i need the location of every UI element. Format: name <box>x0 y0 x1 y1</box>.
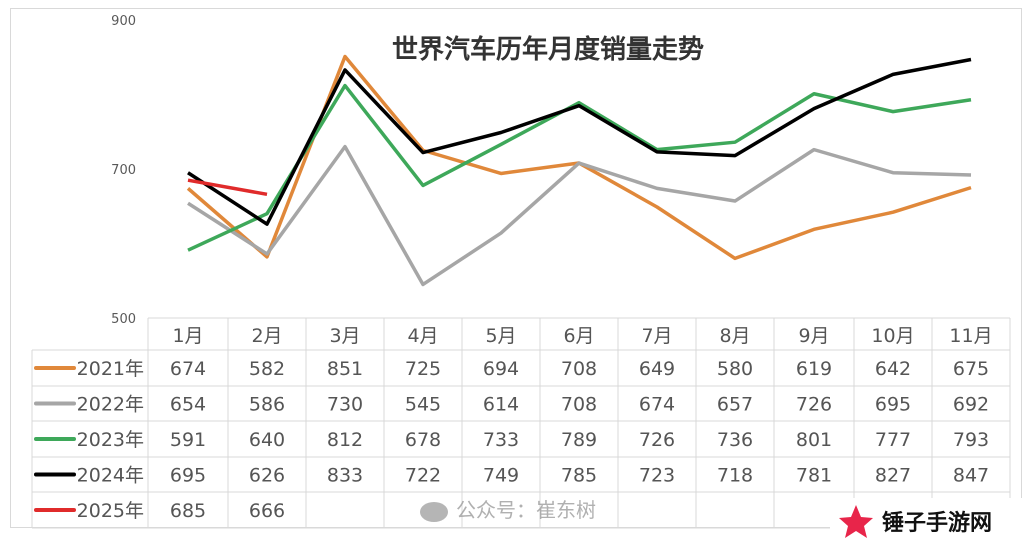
y-tick-label: 700 <box>111 163 136 178</box>
data-cell: 685 <box>170 500 206 522</box>
data-cell: 674 <box>170 358 206 380</box>
data-cell: 692 <box>953 394 989 416</box>
category-label: 8月 <box>719 325 750 347</box>
legend-label: 2022年 <box>77 394 144 416</box>
series-line-2022年 <box>187 144 972 287</box>
data-cell: 666 <box>249 500 285 522</box>
data-cell: 793 <box>953 429 989 451</box>
legend-label: 2023年 <box>77 429 144 451</box>
data-cell: 781 <box>796 465 832 487</box>
logo-text: 锤子手游网 <box>882 511 993 536</box>
data-cell: 736 <box>717 429 753 451</box>
legend-label: 2021年 <box>77 358 144 380</box>
data-cell: 640 <box>249 429 285 451</box>
data-cell: 654 <box>170 394 206 416</box>
data-cell: 586 <box>249 394 285 416</box>
watermark: 公众号：崔东树 <box>420 497 596 523</box>
category-label: 10月 <box>871 325 914 347</box>
category-label: 4月 <box>407 325 438 347</box>
star-logo-icon <box>839 505 873 538</box>
category-label: 11月 <box>949 325 992 347</box>
data-cell: 545 <box>405 394 441 416</box>
y-tick-label: 500 <box>111 312 136 327</box>
data-cell: 619 <box>796 358 832 380</box>
data-cell: 847 <box>953 465 989 487</box>
category-label: 9月 <box>798 325 829 347</box>
data-cell: 722 <box>405 465 441 487</box>
data-cell: 726 <box>639 429 675 451</box>
data-cell: 801 <box>796 429 832 451</box>
data-cell: 851 <box>327 358 363 380</box>
data-cell: 580 <box>717 358 753 380</box>
data-cell: 614 <box>483 394 519 416</box>
data-cell: 626 <box>249 465 285 487</box>
data-cell: 785 <box>561 465 597 487</box>
chart-title: 世界汽车历年月度销量走势 <box>392 34 704 65</box>
site-logo: 锤子手游网 <box>830 498 1034 544</box>
data-cell: 642 <box>875 358 911 380</box>
data-cell: 674 <box>639 394 675 416</box>
data-cell: 726 <box>796 394 832 416</box>
data-cell: 678 <box>405 429 441 451</box>
category-label: 5月 <box>485 325 516 347</box>
data-cell: 675 <box>953 358 989 380</box>
category-label: 6月 <box>563 325 594 347</box>
data-cell: 695 <box>875 394 911 416</box>
data-cell: 708 <box>561 358 597 380</box>
data-cell: 777 <box>875 429 911 451</box>
data-cell: 749 <box>483 465 519 487</box>
category-label: 1月 <box>172 325 203 347</box>
category-label: 7月 <box>641 325 672 347</box>
data-cell: 591 <box>170 429 206 451</box>
legend-label: 2024年 <box>77 465 144 487</box>
data-cell: 733 <box>483 429 519 451</box>
wechat-icon <box>420 501 448 522</box>
watermark-text: 公众号：崔东树 <box>456 498 596 522</box>
series-line-2023年 <box>187 83 972 252</box>
data-cell: 657 <box>717 394 753 416</box>
data-cell: 827 <box>875 465 911 487</box>
series-line-2024年 <box>187 57 972 226</box>
data-cell: 708 <box>561 394 597 416</box>
data-cell: 695 <box>170 465 206 487</box>
data-cell: 833 <box>327 465 363 487</box>
series-line-2025年 <box>187 178 268 197</box>
data-cell: 789 <box>561 429 597 451</box>
data-cell: 730 <box>327 394 363 416</box>
data-cell: 725 <box>405 358 441 380</box>
data-cell: 694 <box>483 358 519 380</box>
series-line-2021年 <box>186 54 972 261</box>
data-cell: 723 <box>639 465 675 487</box>
legend-label: 2025年 <box>77 500 144 522</box>
data-cell: 812 <box>327 429 363 451</box>
data-cell: 582 <box>249 358 285 380</box>
category-label: 2月 <box>251 325 282 347</box>
category-label: 3月 <box>329 325 360 347</box>
y-tick-label: 900 <box>111 14 136 29</box>
data-cell: 718 <box>717 465 753 487</box>
data-cell: 649 <box>639 358 675 380</box>
